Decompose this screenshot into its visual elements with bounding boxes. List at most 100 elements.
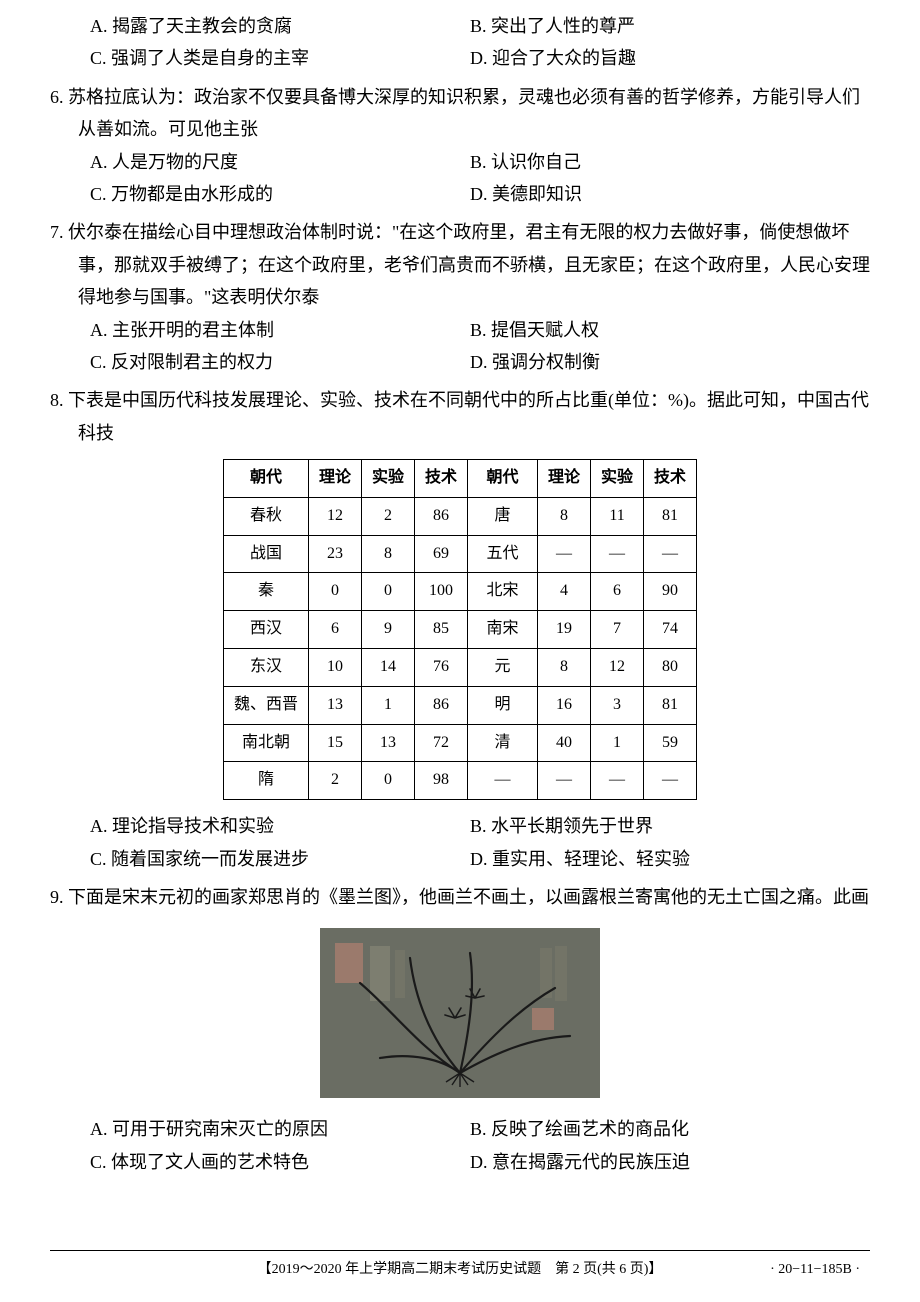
table-cell: 1 bbox=[361, 686, 414, 724]
table-cell: 春秋 bbox=[223, 497, 308, 535]
q5-option-b: B. 突出了人性的尊严 bbox=[470, 10, 850, 42]
table-cell: 五代 bbox=[468, 535, 538, 573]
table-row: 西汉6985南宋19774 bbox=[223, 611, 696, 649]
table-cell: 8 bbox=[361, 535, 414, 573]
q8-option-a: A. 理论指导技术和实验 bbox=[90, 810, 470, 842]
question-9: 9. 下面是宋末元初的画家郑思肖的《墨兰图》，他画兰不画土，以画露根兰寄寓他的无… bbox=[50, 881, 870, 1178]
table-cell: 6 bbox=[591, 573, 644, 611]
table-cell: 90 bbox=[644, 573, 697, 611]
table-cell: — bbox=[538, 535, 591, 573]
q5-options-row2: C. 强调了人类是自身的主宰 D. 迎合了大众的旨趣 bbox=[90, 42, 870, 74]
table-cell: 16 bbox=[538, 686, 591, 724]
table-cell: 战国 bbox=[223, 535, 308, 573]
table-cell: 81 bbox=[644, 497, 697, 535]
q9-options-row2: C. 体现了文人画的艺术特色 D. 意在揭露元代的民族压迫 bbox=[90, 1146, 870, 1178]
q6-option-a: A. 人是万物的尺度 bbox=[90, 146, 470, 178]
q5-option-c: C. 强调了人类是自身的主宰 bbox=[90, 42, 470, 74]
table-cell: — bbox=[644, 535, 697, 573]
table-cell: 8 bbox=[538, 497, 591, 535]
table-cell: 10 bbox=[308, 649, 361, 687]
table-cell: 76 bbox=[414, 649, 467, 687]
q8-text: 8. 下表是中国历代科技发展理论、实验、技术在不同朝代中的所占比重(单位：%)。… bbox=[50, 384, 870, 449]
table-cell: 12 bbox=[591, 649, 644, 687]
th-6: 实验 bbox=[591, 460, 644, 498]
table-cell: 西汉 bbox=[223, 611, 308, 649]
q7-options-row2: C. 反对限制君主的权力 D. 强调分权制衡 bbox=[90, 346, 870, 378]
q7-option-b: B. 提倡天赋人权 bbox=[470, 314, 850, 346]
table-cell: 元 bbox=[468, 649, 538, 687]
table-cell: 12 bbox=[308, 497, 361, 535]
th-5: 理论 bbox=[538, 460, 591, 498]
q9-option-c: C. 体现了文人画的艺术特色 bbox=[90, 1146, 470, 1178]
table-cell: — bbox=[591, 535, 644, 573]
table-cell: 南宋 bbox=[468, 611, 538, 649]
table-cell: 3 bbox=[591, 686, 644, 724]
table-row: 战国23869五代——— bbox=[223, 535, 696, 573]
th-3: 技术 bbox=[414, 460, 467, 498]
th-1: 理论 bbox=[308, 460, 361, 498]
table-cell: 40 bbox=[538, 724, 591, 762]
th-2: 实验 bbox=[361, 460, 414, 498]
table-cell: 19 bbox=[538, 611, 591, 649]
q6-option-b: B. 认识你自己 bbox=[470, 146, 850, 178]
painting-molantu bbox=[320, 928, 600, 1098]
table-cell: 23 bbox=[308, 535, 361, 573]
q6-text: 6. 苏格拉底认为：政治家不仅要具备博大深厚的知识积累，灵魂也必须有善的哲学修养… bbox=[50, 81, 870, 146]
q8-option-c: C. 随着国家统一而发展进步 bbox=[90, 843, 470, 875]
q7-option-a: A. 主张开明的君主体制 bbox=[90, 314, 470, 346]
table-cell: 唐 bbox=[468, 497, 538, 535]
q8-options-row2: C. 随着国家统一而发展进步 D. 重实用、轻理论、轻实验 bbox=[90, 843, 870, 875]
table-cell: 0 bbox=[361, 762, 414, 800]
table-cell: 14 bbox=[361, 649, 414, 687]
q6-options-row2: C. 万物都是由水形成的 D. 美德即知识 bbox=[90, 178, 870, 210]
table-cell: 15 bbox=[308, 724, 361, 762]
q7-text: 7. 伏尔泰在描绘心目中理想政治体制时说："在这个政府里，君主有无限的权力去做好… bbox=[50, 216, 870, 313]
table-cell: 南北朝 bbox=[223, 724, 308, 762]
table-row: 春秋12286唐81181 bbox=[223, 497, 696, 535]
table-cell: — bbox=[538, 762, 591, 800]
table-cell: 74 bbox=[644, 611, 697, 649]
table-cell: 隋 bbox=[223, 762, 308, 800]
table-cell: 魏、西晋 bbox=[223, 686, 308, 724]
table-cell: — bbox=[468, 762, 538, 800]
q9-text: 9. 下面是宋末元初的画家郑思肖的《墨兰图》，他画兰不画土，以画露根兰寄寓他的无… bbox=[50, 881, 870, 913]
table-row: 秦00100北宋4690 bbox=[223, 573, 696, 611]
q5-option-a: A. 揭露了天主教会的贪腐 bbox=[90, 10, 470, 42]
q5-options-row1: A. 揭露了天主教会的贪腐 B. 突出了人性的尊严 bbox=[90, 10, 870, 42]
q9-option-b: B. 反映了绘画艺术的商品化 bbox=[470, 1113, 850, 1145]
table-cell: 9 bbox=[361, 611, 414, 649]
q9-options-row1: A. 可用于研究南宋灭亡的原因 B. 反映了绘画艺术的商品化 bbox=[90, 1113, 870, 1145]
table-cell: 清 bbox=[468, 724, 538, 762]
th-4: 朝代 bbox=[468, 460, 538, 498]
q8-options-row1: A. 理论指导技术和实验 B. 水平长期领先于世界 bbox=[90, 810, 870, 842]
footer-text: 【2019～2020 年上学期高二期末考试历史试题 第 2 页(共 6 页)】 bbox=[258, 1262, 663, 1277]
table-cell: 86 bbox=[414, 686, 467, 724]
question-8: 8. 下表是中国历代科技发展理论、实验、技术在不同朝代中的所占比重(单位：%)。… bbox=[50, 384, 870, 875]
table-cell: — bbox=[644, 762, 697, 800]
q8-data-table: 朝代 理论 实验 技术 朝代 理论 实验 技术 春秋12286唐81181战国2… bbox=[223, 459, 697, 800]
table-cell: 1 bbox=[591, 724, 644, 762]
table-row: 南北朝151372清40159 bbox=[223, 724, 696, 762]
table-cell: 0 bbox=[308, 573, 361, 611]
table-cell: 明 bbox=[468, 686, 538, 724]
q8-option-d: D. 重实用、轻理论、轻实验 bbox=[470, 843, 850, 875]
q9-option-d: D. 意在揭露元代的民族压迫 bbox=[470, 1146, 850, 1178]
q6-options-row1: A. 人是万物的尺度 B. 认识你自己 bbox=[90, 146, 870, 178]
q7-option-d: D. 强调分权制衡 bbox=[470, 346, 850, 378]
table-cell: — bbox=[591, 762, 644, 800]
table-cell: 72 bbox=[414, 724, 467, 762]
table-cell: 85 bbox=[414, 611, 467, 649]
table-header-row: 朝代 理论 实验 技术 朝代 理论 实验 技术 bbox=[223, 460, 696, 498]
table-cell: 13 bbox=[361, 724, 414, 762]
table-cell: 6 bbox=[308, 611, 361, 649]
table-cell: 4 bbox=[538, 573, 591, 611]
table-cell: 东汉 bbox=[223, 649, 308, 687]
table-cell: 0 bbox=[361, 573, 414, 611]
table-cell: 2 bbox=[361, 497, 414, 535]
q6-option-d: D. 美德即知识 bbox=[470, 178, 850, 210]
th-7: 技术 bbox=[644, 460, 697, 498]
table-row: 魏、西晋13186明16381 bbox=[223, 686, 696, 724]
table-row: 东汉101476元81280 bbox=[223, 649, 696, 687]
table-cell: 98 bbox=[414, 762, 467, 800]
q9-option-a: A. 可用于研究南宋灭亡的原因 bbox=[90, 1113, 470, 1145]
